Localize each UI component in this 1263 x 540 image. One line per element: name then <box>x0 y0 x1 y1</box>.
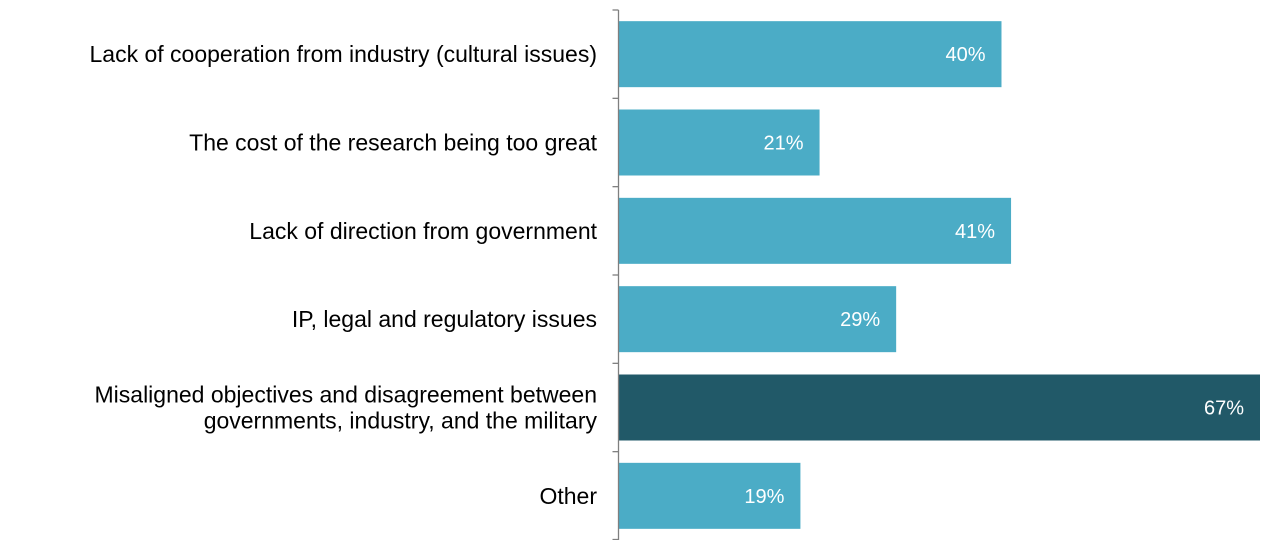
category-label-1: Lack of cooperation from industry (cultu… <box>90 41 598 67</box>
category-label-3: Lack of direction from government <box>249 218 597 244</box>
data-label-4: 29% <box>840 309 880 331</box>
category-label-4: IP, legal and regulatory issues <box>292 306 597 332</box>
category-label-6: Other <box>539 483 597 509</box>
data-label-2: 21% <box>764 133 804 155</box>
bar-1 <box>618 21 1002 88</box>
category-label-5-line-2: governments, industry, and the military <box>204 408 598 434</box>
data-label-1: 40% <box>945 44 985 66</box>
data-label-5: 67% <box>1204 398 1244 420</box>
bar-5 <box>618 374 1260 441</box>
data-label-3: 41% <box>955 221 995 243</box>
bar-6 <box>618 462 801 529</box>
data-label-6: 19% <box>744 486 784 508</box>
bar-2 <box>618 109 820 176</box>
category-label-5-line-1: Misaligned objectives and disagreement b… <box>95 382 597 408</box>
bar-3 <box>618 197 1012 264</box>
bar-4 <box>618 286 897 353</box>
category-label-2: The cost of the research being too great <box>189 130 597 156</box>
